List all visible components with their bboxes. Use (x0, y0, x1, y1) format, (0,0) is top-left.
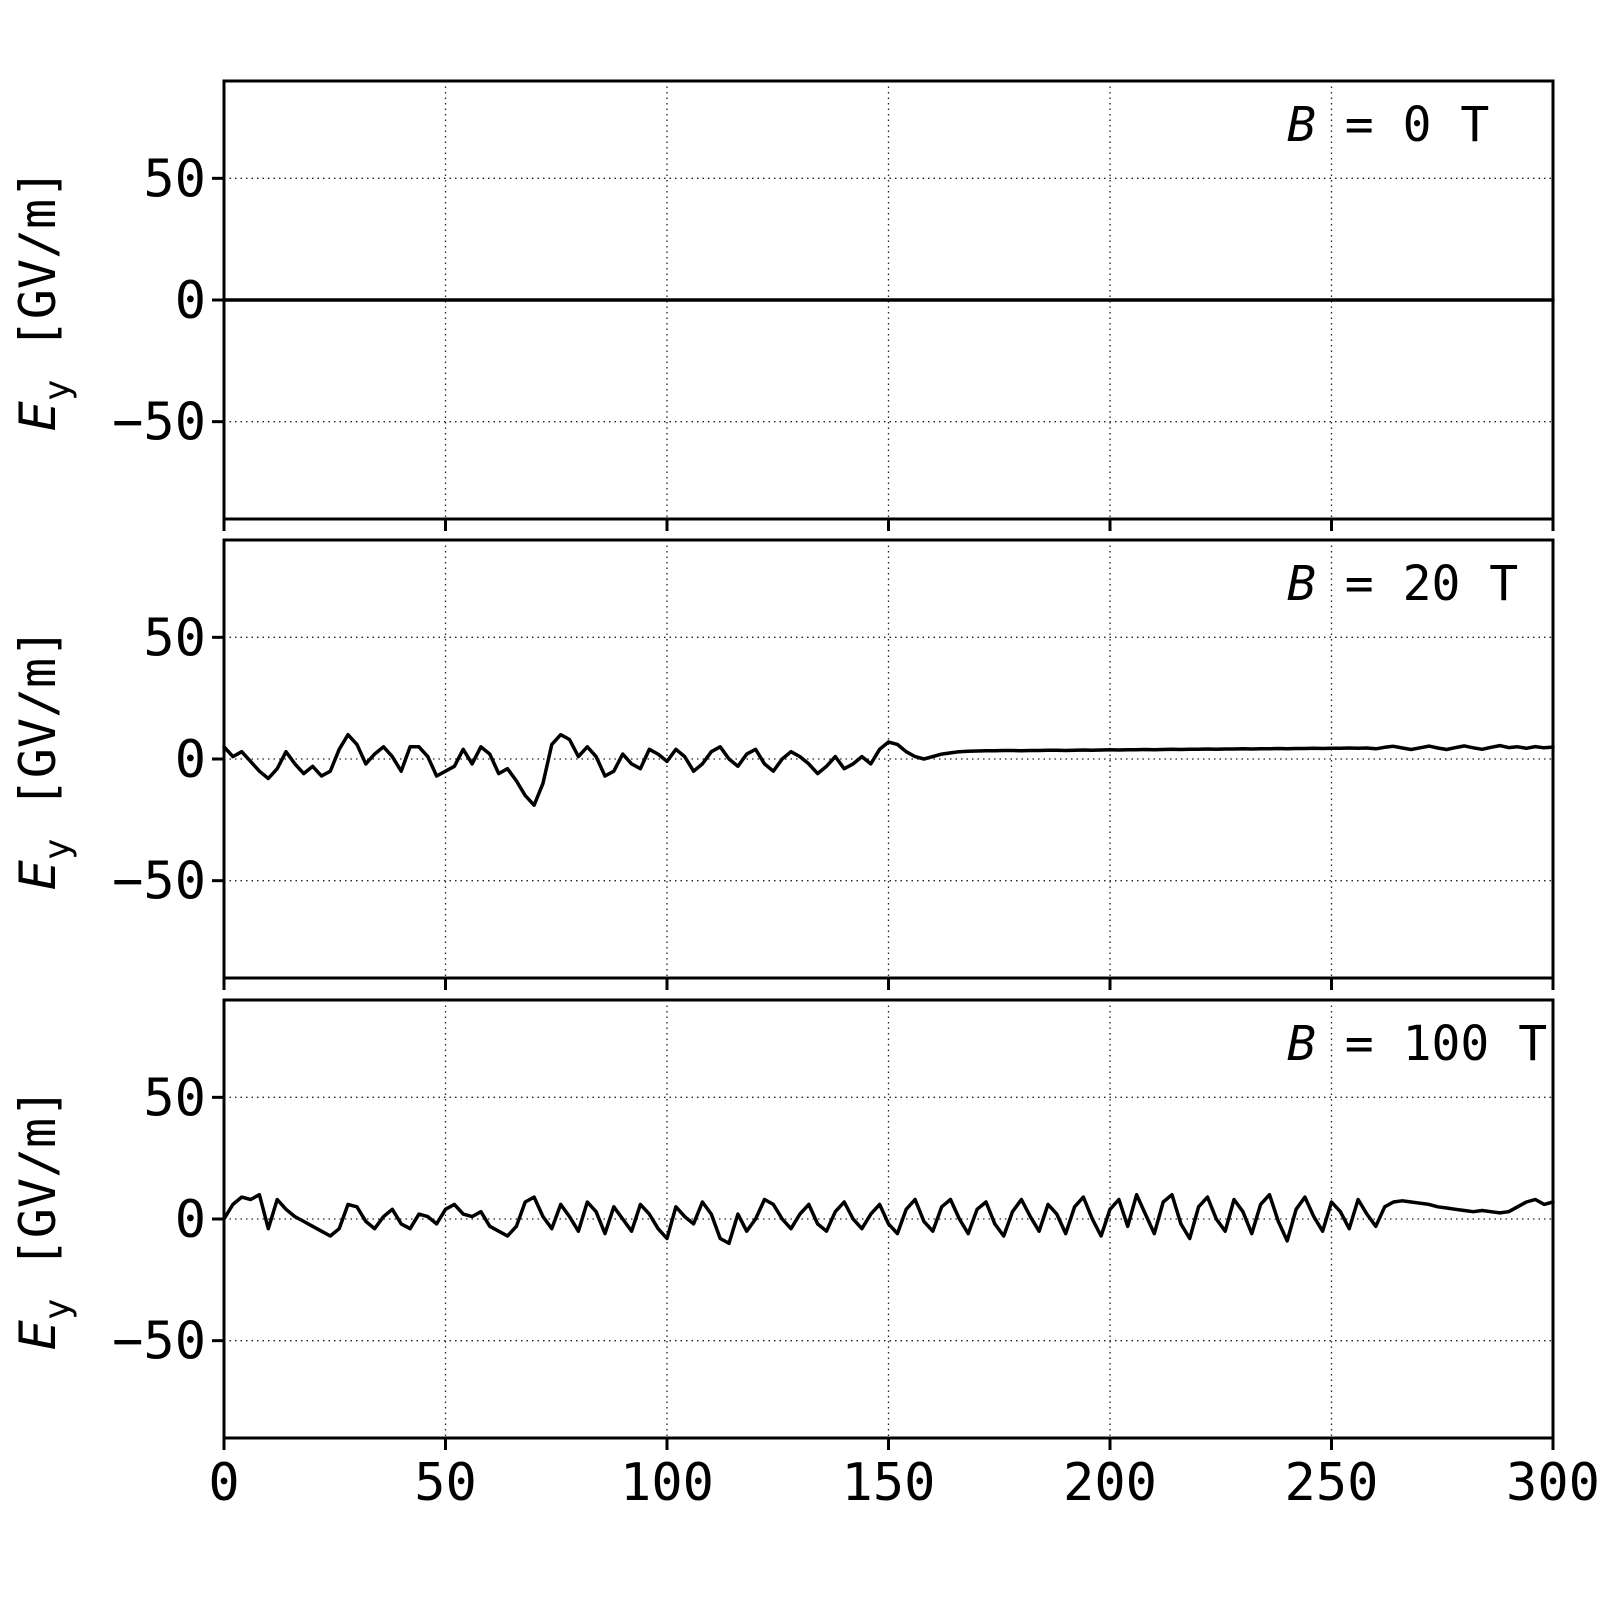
x-tick-label: 150 (842, 1453, 936, 1513)
x-tick-label: 250 (1285, 1453, 1379, 1513)
y-tick-label: −50 (112, 1312, 206, 1372)
panel-annotation-b0: B = 0 T (1287, 97, 1489, 153)
panel-b20-plot-area: 50 0 −50 (112, 538, 1555, 990)
y-tick-label: 0 (175, 730, 206, 790)
x-tick-label: 0 (208, 1453, 239, 1513)
y-tick-label: 0 (175, 271, 206, 331)
y-tick-label: −50 (112, 852, 206, 912)
y-axis-label: Ey [GV/m] (9, 628, 78, 891)
data-line (222, 732, 1555, 807)
y-tick-label: 0 (175, 1190, 206, 1250)
panel-annotation-b20: B = 20 T (1287, 556, 1518, 612)
panel-b0: 50 0 −50 Ey [GV/m] B = 0 T (9, 79, 1555, 531)
panel-b100-plot-area: 50 0 −50 0 50 100 150 200 250 300 (112, 998, 1600, 1513)
panel-spine (222, 538, 1555, 980)
y-axis-label: Ey [GV/m] (9, 1088, 78, 1351)
y-tick-label: −50 (112, 393, 206, 453)
panel-b100: 50 0 −50 0 50 100 150 200 250 300 Ey [GV/m] B = 1… (9, 998, 1600, 1513)
panel-b0-plot-area: 50 0 −50 (112, 79, 1555, 531)
x-tick-label: 300 (1506, 1453, 1600, 1513)
data-line (222, 1192, 1555, 1246)
y-tick-label: 50 (143, 1068, 206, 1128)
y-tick-label: 50 (143, 608, 206, 668)
x-tick-label: 200 (1063, 1453, 1157, 1513)
panel-spine (222, 79, 1555, 521)
x-tick-label: 50 (414, 1453, 477, 1513)
panel-spine (222, 998, 1555, 1440)
y-tick-label: 50 (143, 149, 206, 209)
y-axis-label: Ey [GV/m] (9, 169, 78, 432)
panel-annotation-b100: B = 100 T (1287, 1016, 1547, 1072)
x-tick-label: 100 (620, 1453, 714, 1513)
panel-b20: 50 0 −50 Ey [GV/m] B = 20 T (9, 538, 1555, 990)
